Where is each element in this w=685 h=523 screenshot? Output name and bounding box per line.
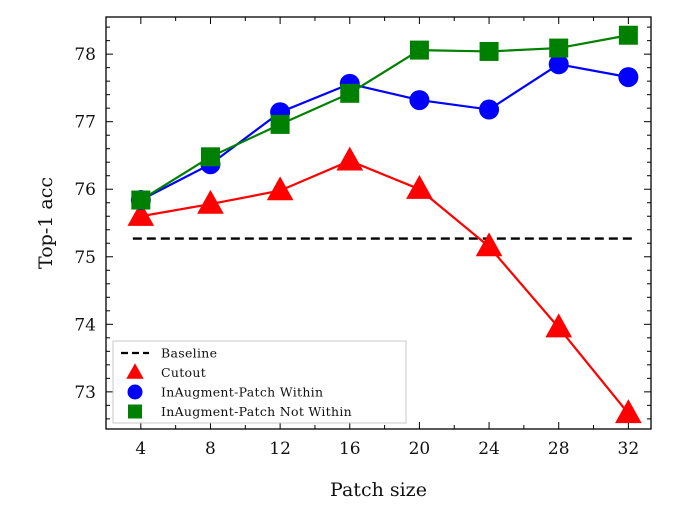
data-point — [409, 90, 430, 111]
x-axis-label: Patch size — [330, 479, 427, 501]
data-point — [548, 54, 569, 75]
data-point — [197, 189, 224, 214]
x-tick-label: 4 — [135, 439, 146, 459]
series-inaugment-patch-not-within — [131, 25, 638, 210]
data-point — [127, 201, 155, 226]
legend-box — [112, 340, 407, 424]
y-axis-label: Top-1 acc — [35, 177, 57, 269]
data-point — [475, 232, 503, 257]
x-tick-label: 24 — [478, 439, 500, 459]
plot-frame — [105, 16, 652, 430]
data-point — [270, 114, 290, 134]
data-point — [618, 25, 638, 45]
data-point — [131, 190, 151, 210]
x-tick-label: 28 — [548, 439, 570, 459]
data-point — [618, 67, 639, 88]
data-point — [549, 38, 569, 58]
y-tick-label: 76 — [74, 180, 96, 200]
legend-label: Cutout — [161, 365, 206, 380]
data-point — [479, 99, 500, 120]
data-point — [479, 41, 499, 61]
legend-marker — [126, 363, 144, 379]
x-tick-label: 8 — [205, 439, 216, 459]
series-cutout — [127, 146, 642, 424]
data-point — [200, 147, 220, 167]
series-line — [140, 34, 629, 201]
y-tick-label: 74 — [74, 315, 96, 335]
data-point — [615, 399, 642, 424]
x-tick-label: 20 — [409, 439, 431, 459]
x-tick-label: 32 — [618, 439, 640, 459]
legend: Baseline Cutout InAugment-Patch Within InAu… — [112, 340, 407, 424]
x-tick-label: 16 — [339, 439, 361, 459]
y-tick-label: 73 — [74, 383, 96, 403]
y-tick-label: 78 — [74, 45, 96, 65]
legend-label: InAugment-Patch Within — [161, 385, 323, 400]
y-tick-label: 77 — [74, 113, 96, 133]
legend-label: Baseline — [161, 346, 217, 361]
legend-label: InAugment-Patch Not Within — [161, 404, 352, 419]
data-point — [409, 40, 429, 60]
data-point — [336, 146, 364, 171]
data-point — [406, 174, 433, 199]
data-point — [266, 176, 294, 201]
series-line — [140, 159, 630, 415]
y-tick-label: 75 — [74, 248, 96, 268]
series-line — [140, 63, 629, 202]
data-point — [545, 313, 573, 338]
legend-marker — [127, 384, 143, 400]
legend-marker — [128, 404, 142, 419]
series-inaugment-patch-within — [130, 54, 639, 211]
data-point — [340, 83, 360, 103]
x-tick-label: 12 — [269, 439, 291, 459]
